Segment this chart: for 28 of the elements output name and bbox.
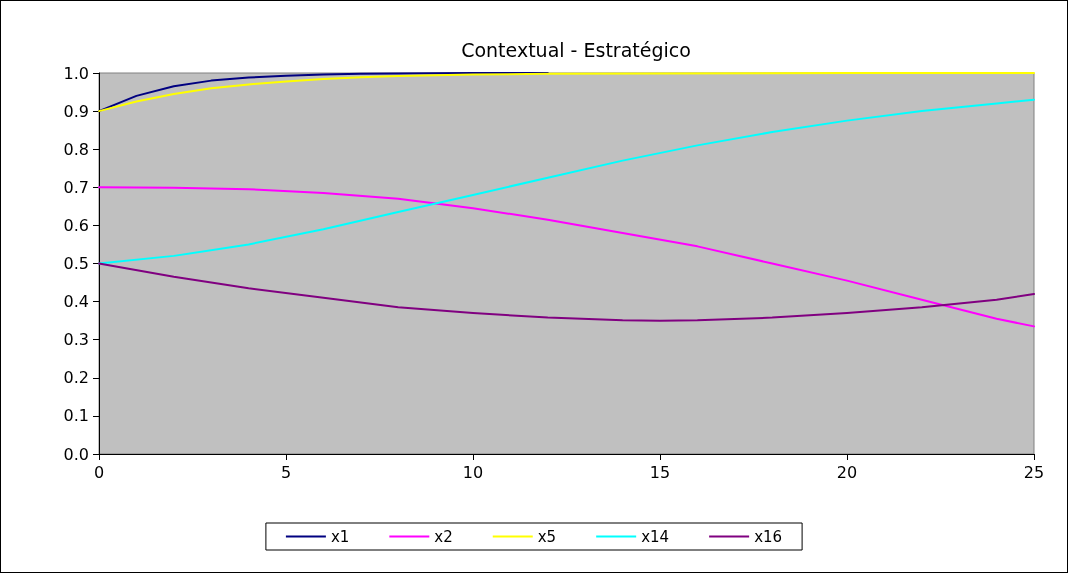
y-tick-label: 0.9 [63, 101, 89, 121]
x-tick-label: 25 [1023, 462, 1045, 482]
x-tick-label: 0 [93, 462, 105, 482]
y-tick-label: 0.8 [63, 139, 89, 159]
y-tick-label: 0.3 [63, 330, 89, 350]
x-tick-label: 20 [836, 462, 858, 482]
y-tick-label: 0.7 [63, 177, 89, 197]
legend-label: x1 [330, 527, 350, 546]
line-series [98, 98, 1035, 265]
line-series [98, 262, 1035, 322]
y-tick-label: 0.1 [63, 406, 89, 426]
line-series [98, 72, 549, 113]
x-tick-label: 5 [280, 462, 292, 482]
x-tick-label: 15 [649, 462, 671, 482]
y-tick-label: 0.4 [63, 292, 89, 312]
chart-title: Contextual - Estratégico [461, 39, 691, 61]
line-series [98, 72, 1035, 113]
legend-label: x2 [434, 527, 453, 546]
y-tick-label: 0.6 [63, 215, 89, 235]
x-tick-label: 10 [462, 462, 484, 482]
legend-label: x16 [754, 527, 783, 546]
legend-label: x14 [641, 527, 670, 546]
y-tick-label: 0.0 [63, 444, 89, 464]
line-series [98, 186, 1035, 328]
y-tick-label: 0.2 [63, 368, 89, 388]
legend-label: x5 [537, 527, 557, 546]
y-tick-label: 1.0 [63, 63, 89, 83]
y-tick-label: 0.5 [63, 254, 89, 273]
